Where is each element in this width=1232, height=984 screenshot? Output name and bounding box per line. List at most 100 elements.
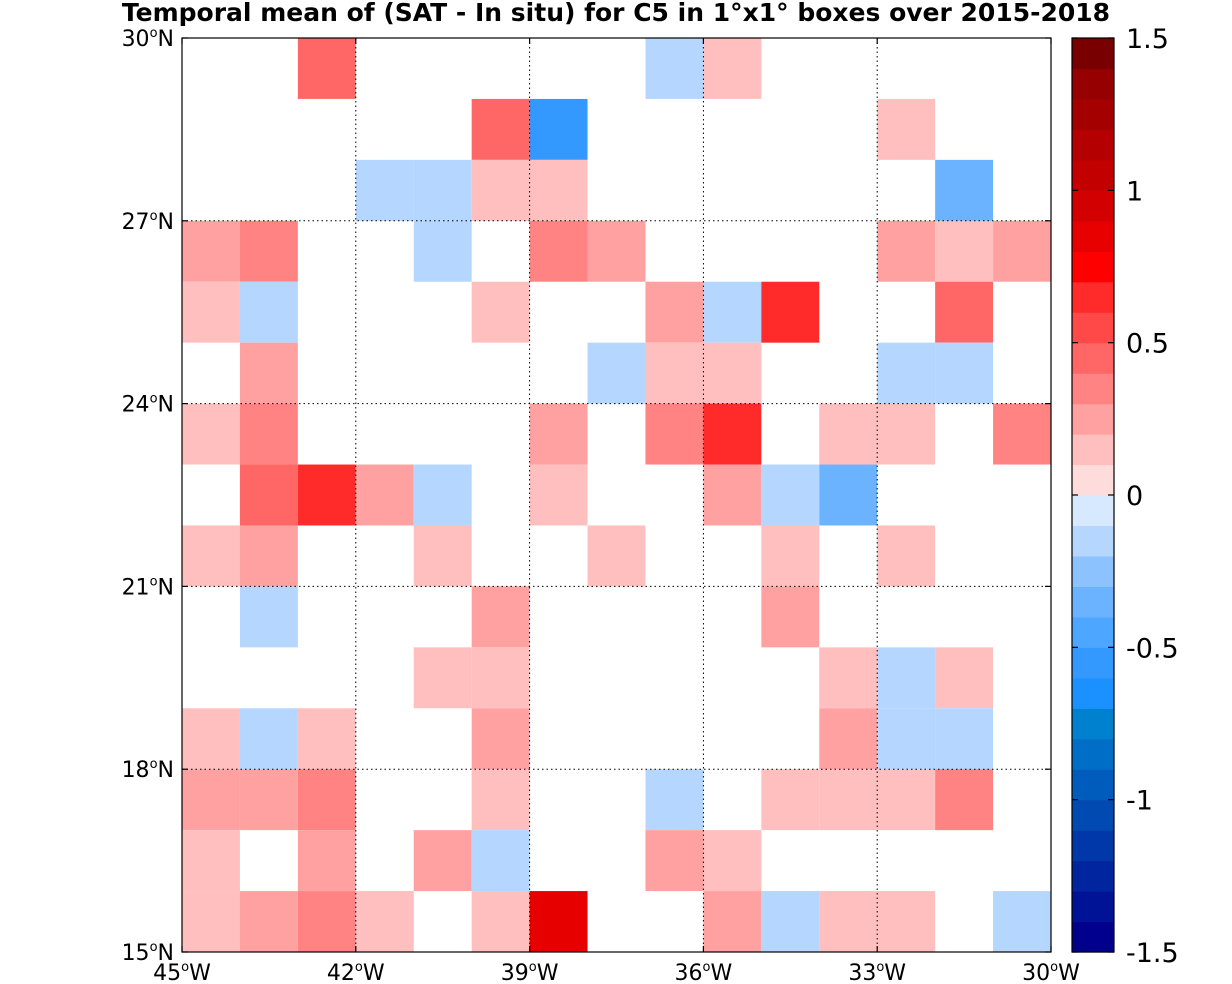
heatmap-cell — [645, 342, 704, 404]
colorbar-swatch — [1072, 708, 1114, 740]
heatmap-cell — [413, 525, 472, 587]
chart-title: Temporal mean of (SAT - In situ) for C5 … — [121, 0, 1111, 27]
heatmap-cell — [703, 891, 762, 952]
heatmap-cell — [877, 769, 936, 831]
x-tick-label: 45oW — [153, 960, 211, 984]
colorbar-swatch — [1072, 586, 1114, 618]
heatmap-cell — [877, 342, 936, 404]
heatmap-cell — [529, 220, 588, 282]
heatmap-cell — [703, 830, 762, 892]
heatmap-cell — [239, 464, 298, 526]
heatmap-cell — [239, 586, 298, 648]
heatmap-cell — [645, 403, 704, 465]
colorbar-swatch — [1072, 555, 1114, 587]
heatmap-cell — [935, 220, 994, 282]
heatmap-cell — [182, 830, 240, 892]
heatmap-cell — [355, 891, 414, 952]
heatmap-cell — [471, 281, 530, 343]
heatmap-cell — [819, 647, 878, 709]
colorbar-swatch — [1072, 403, 1114, 435]
colorbar-swatch — [1072, 525, 1114, 557]
colorbar-tick-label: 0.5 — [1126, 329, 1169, 360]
heatmap-cell — [239, 769, 298, 831]
colorbar-swatch — [1072, 799, 1114, 831]
heatmap-cell — [471, 891, 530, 952]
heatmap-cell — [645, 769, 704, 831]
y-tick-label: 21oN — [122, 574, 174, 600]
heatmap-cell — [761, 464, 820, 526]
colorbar-swatch — [1072, 464, 1114, 496]
heatmap-cell — [182, 220, 240, 282]
x-tick-label: 30oW — [1022, 960, 1080, 984]
heatmap-cell — [182, 281, 240, 343]
y-tick-label: 15oN — [122, 940, 174, 966]
heatmap-cell — [993, 403, 1051, 465]
heatmap-cell — [935, 708, 994, 770]
colorbar-swatch — [1072, 891, 1114, 923]
heatmap-cell — [529, 403, 588, 465]
axis-ticks — [181, 37, 1052, 953]
heatmap-cell — [297, 708, 356, 770]
heatmap-cell — [761, 525, 820, 587]
colorbar-swatch — [1072, 677, 1114, 709]
colorbar-tick-label: -1 — [1126, 786, 1153, 817]
heatmap-cell — [297, 891, 356, 952]
heatmap-cell — [471, 586, 530, 648]
heatmap-cell — [877, 403, 936, 465]
heatmap-cell — [645, 830, 704, 892]
heatmap-cell — [877, 708, 936, 770]
colorbar-swatch — [1072, 830, 1114, 862]
heatmap-cell — [819, 769, 878, 831]
heatmap-cell — [587, 342, 646, 404]
heatmap-cell — [239, 525, 298, 587]
heatmap-cell — [471, 98, 530, 160]
heatmap-cell — [471, 159, 530, 221]
heatmap-cell — [587, 525, 646, 587]
heatmap-cell — [471, 647, 530, 709]
colorbar-swatch — [1072, 129, 1114, 161]
heatmap-cell — [819, 891, 878, 952]
y-tick-label: 24oN — [122, 392, 174, 418]
colorbar-swatch — [1072, 68, 1114, 100]
heatmap-cell — [761, 586, 820, 648]
colorbar-swatch — [1072, 647, 1114, 679]
colorbar-tick-label: 1 — [1126, 176, 1143, 207]
heatmap-cell — [877, 220, 936, 282]
heatmap-cell — [877, 98, 936, 160]
heatmap-cell — [703, 281, 762, 343]
heatmap-cell — [239, 281, 298, 343]
colorbar-swatch — [1072, 921, 1114, 953]
heatmap-cell — [935, 647, 994, 709]
colorbar-swatch — [1072, 769, 1114, 801]
colorbar-swatch — [1072, 373, 1114, 405]
colorbar-tick-label: 0 — [1126, 481, 1143, 512]
colorbar-swatch — [1072, 616, 1114, 648]
heatmap-cell — [471, 769, 530, 831]
heatmap-cell — [587, 220, 646, 282]
heatmap-cell — [471, 830, 530, 892]
heatmap-cell — [761, 769, 820, 831]
heatmap-cell — [182, 525, 240, 587]
heatmap-cell — [239, 891, 298, 952]
heatmap-cell — [239, 708, 298, 770]
heatmap-cell — [529, 464, 588, 526]
colorbar-swatch — [1072, 251, 1114, 283]
heatmap-cell — [239, 220, 298, 282]
heatmap-cell — [413, 647, 472, 709]
heatmap-cell — [761, 281, 820, 343]
heatmap-cell — [413, 159, 472, 221]
colorbar-tick-label: -0.5 — [1126, 633, 1179, 664]
colorbar-swatch — [1072, 281, 1114, 313]
heatmap-cell — [993, 220, 1051, 282]
heatmap-cell — [182, 769, 240, 831]
heatmap-cell — [819, 464, 878, 526]
heatmap-cell — [529, 891, 588, 952]
heatmap-cell — [935, 342, 994, 404]
y-tick-label: 30oN — [122, 26, 174, 52]
colorbar-swatch — [1072, 190, 1114, 222]
heatmap-cell — [703, 464, 762, 526]
heatmap-cell — [413, 464, 472, 526]
x-axis-tick-labels: 45oW 42oW 39oW 36oW 33oW 30oW — [153, 960, 1080, 984]
colorbar-tick-label: -1.5 — [1126, 938, 1179, 969]
